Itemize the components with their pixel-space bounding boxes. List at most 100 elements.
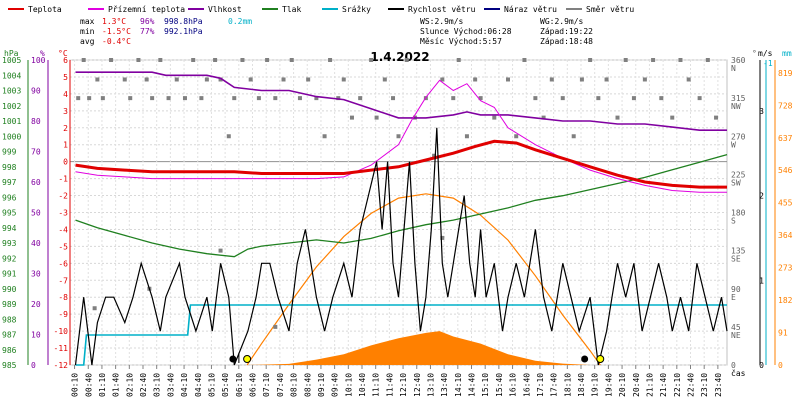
press-tick-label: 993 bbox=[2, 239, 17, 248]
press-tick-label: 987 bbox=[2, 331, 17, 340]
wind-direction-dot bbox=[604, 77, 609, 82]
hum-tick-label: 90 bbox=[31, 87, 41, 96]
press-tick-label: 1001 bbox=[2, 117, 21, 126]
time-tick-label: 16:40 bbox=[522, 373, 531, 397]
wind-tick-label: 1 bbox=[759, 276, 764, 285]
wind-direction-dot bbox=[158, 58, 163, 62]
press-tick-label: 996 bbox=[2, 193, 17, 202]
wind-direction-dot bbox=[341, 77, 346, 82]
wind-direction-dot bbox=[404, 58, 409, 62]
time-tick-label: 22:40 bbox=[687, 373, 696, 397]
wind-tick-label: 3 bbox=[759, 107, 764, 116]
dir-tick-label: 180 bbox=[731, 209, 746, 218]
time-tick-label: 09:40 bbox=[331, 373, 340, 397]
hum-tick-label: 80 bbox=[31, 117, 41, 126]
solar-tick-label: 273 bbox=[778, 264, 793, 273]
wind-direction-dot bbox=[314, 96, 319, 101]
temp-tick-label: 5 bbox=[63, 73, 68, 82]
wind-direction-dot bbox=[464, 134, 469, 139]
legend-label: Vlhkost bbox=[208, 5, 242, 14]
solar-tick-label: 546 bbox=[778, 166, 793, 175]
wind-direction-dot bbox=[615, 115, 620, 120]
solar-tick-label: 364 bbox=[778, 231, 793, 240]
temp-tick-label: -7 bbox=[58, 276, 68, 285]
dir-tick-label: S bbox=[731, 217, 736, 226]
time-tick-label: 21:10 bbox=[645, 373, 654, 397]
wind-direction-dot bbox=[87, 96, 92, 101]
wind-direction-dot bbox=[109, 58, 114, 62]
wind-direction-dot bbox=[571, 134, 576, 139]
wind-direction-dot bbox=[136, 58, 141, 62]
info-a: Slunce Východ:06:28 bbox=[420, 27, 512, 36]
press-tick-label: 1003 bbox=[2, 87, 21, 96]
press-tick-label: 1000 bbox=[2, 132, 21, 141]
temp-tick-label: 4 bbox=[63, 90, 68, 99]
stat-hum: 96% bbox=[140, 17, 155, 26]
time-tick-label: 02:40 bbox=[139, 373, 148, 397]
wind-direction-dot bbox=[659, 96, 664, 101]
time-tick-label: 12:40 bbox=[413, 373, 422, 397]
sunset-marker bbox=[596, 355, 605, 363]
moonset-marker bbox=[581, 355, 589, 363]
wind-direction-dot bbox=[506, 77, 510, 82]
hum-tick-label: 40 bbox=[31, 239, 41, 248]
time-tick-label: 10:10 bbox=[344, 373, 353, 397]
wind-direction-dot bbox=[232, 96, 237, 101]
stat-rain: 0.2mm bbox=[228, 17, 252, 26]
hum-tick-label: 0 bbox=[31, 361, 36, 370]
stat-temp: 1.3°C bbox=[102, 17, 126, 26]
time-tick-label: 01:10 bbox=[98, 373, 107, 397]
solar-tick-label: 91 bbox=[778, 329, 788, 338]
time-tick-label: 20:10 bbox=[618, 373, 627, 397]
time-tick-label: 14:40 bbox=[468, 373, 477, 397]
wind-direction-dot bbox=[560, 96, 565, 101]
wind-direction-dot bbox=[218, 77, 223, 82]
wind-direction-dot bbox=[651, 58, 656, 62]
temp-tick-label: -9 bbox=[58, 310, 68, 319]
solar-tick-label: 0 bbox=[778, 361, 783, 370]
time-tick-label: 14:10 bbox=[454, 373, 463, 397]
time-tick-label: 07:40 bbox=[276, 373, 285, 397]
temp-tick-label: 2 bbox=[63, 124, 68, 133]
wind-direction-dot bbox=[492, 115, 497, 120]
humidity-line bbox=[75, 71, 727, 131]
press-tick-label: 994 bbox=[2, 224, 17, 233]
wind-direction-dot bbox=[678, 58, 683, 62]
wind-direction-dot bbox=[382, 77, 387, 82]
time-tick-label: 05:10 bbox=[207, 373, 216, 397]
legend-label: Tlak bbox=[282, 5, 301, 14]
wind-direction-dot bbox=[623, 58, 628, 62]
precipitation-line bbox=[75, 304, 727, 366]
wind-direction-dot bbox=[478, 96, 483, 101]
wind-direction-dot bbox=[440, 77, 445, 82]
stat-temp: -1.5°C bbox=[102, 27, 131, 36]
wind-direction-dot bbox=[256, 96, 261, 101]
wind-direction-dot bbox=[166, 96, 171, 101]
wind-direction-dot bbox=[642, 77, 647, 82]
dir-tick-label: 225 bbox=[731, 170, 746, 179]
wind-direction-dot bbox=[432, 153, 437, 158]
hum-tick-label: 20 bbox=[31, 300, 41, 309]
time-tick-label: 06:10 bbox=[235, 373, 244, 397]
wind-direction-dot bbox=[150, 96, 155, 101]
wind-direction-dot bbox=[95, 77, 100, 82]
press-tick-label: 992 bbox=[2, 254, 17, 263]
wind-direction-dot bbox=[240, 58, 245, 62]
dir-tick-label: NW bbox=[731, 102, 741, 111]
chart-title: 1.4.2022 bbox=[370, 50, 429, 64]
hum-tick-label: 30 bbox=[31, 270, 41, 279]
dir-tick-label: NE bbox=[731, 331, 741, 340]
time-tick-label: 15:40 bbox=[495, 373, 504, 397]
hum-tick-label: 10 bbox=[31, 331, 41, 340]
press-tick-label: 999 bbox=[2, 148, 17, 157]
time-tick-label: 00:40 bbox=[84, 373, 93, 397]
wind-direction-dot bbox=[289, 58, 294, 62]
dir-tick-label: 315 bbox=[731, 94, 746, 103]
press-tick-label: 1005 bbox=[2, 56, 21, 65]
wind-direction-dot bbox=[349, 115, 354, 120]
press-tick-label: 991 bbox=[2, 270, 17, 279]
temp-tick-label: -10 bbox=[54, 327, 69, 336]
wind-direction-dot bbox=[248, 77, 253, 82]
sunrise-marker bbox=[243, 355, 252, 363]
wind-direction-dot bbox=[631, 96, 636, 101]
